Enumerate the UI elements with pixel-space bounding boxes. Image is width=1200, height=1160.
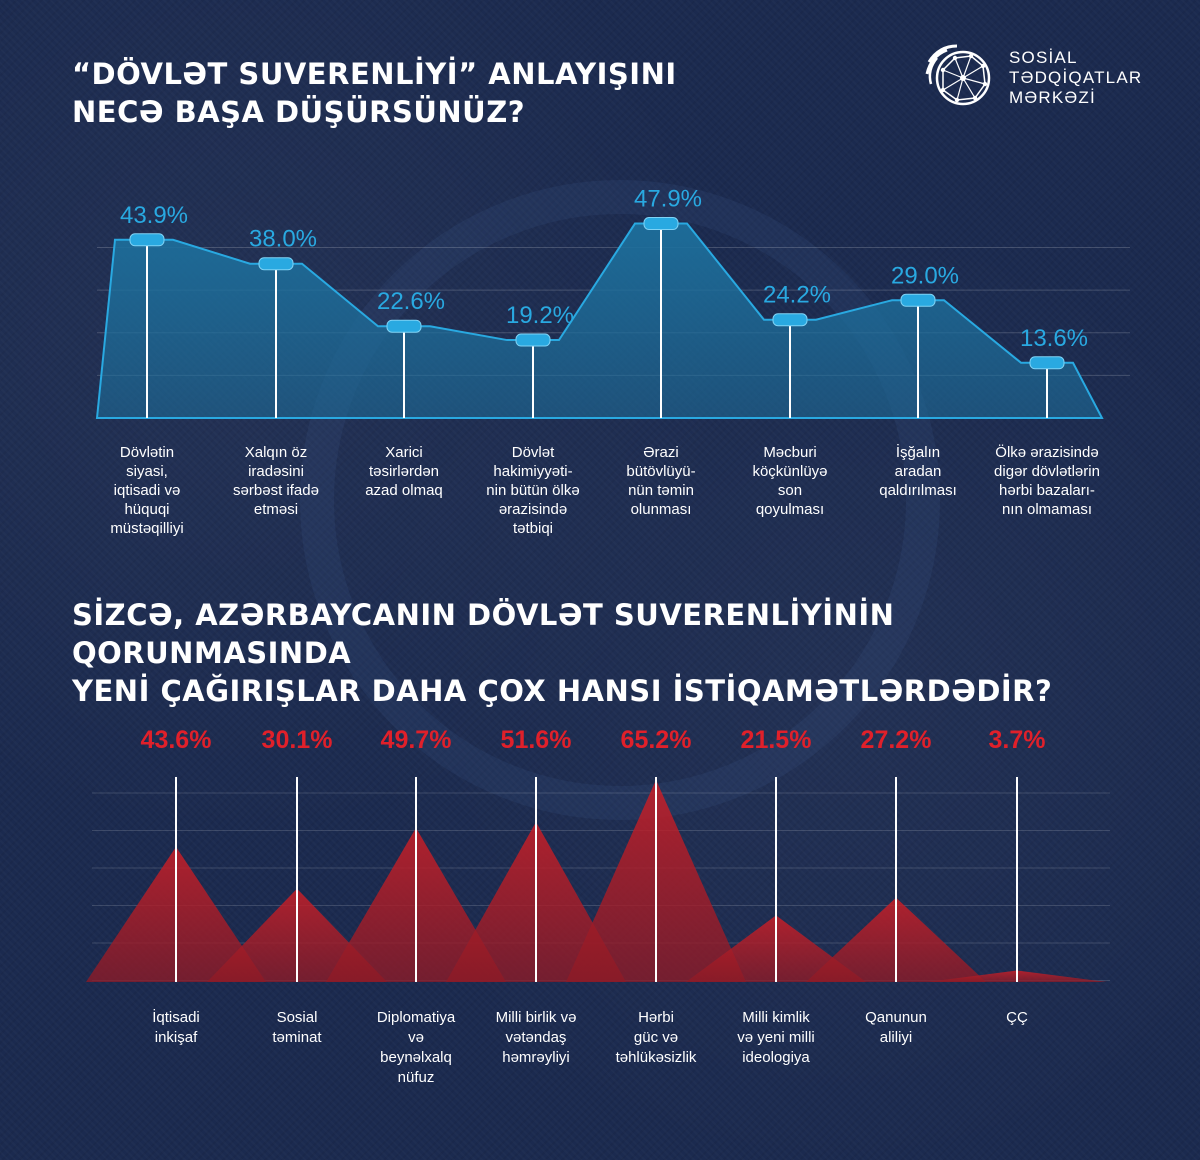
- value-marker: [643, 217, 679, 231]
- chart1-title: “DÖVLƏT SUVERENLİYİ” ANLAYIŞINI NECƏ BAŞ…: [72, 55, 712, 131]
- value-marker: [515, 333, 551, 347]
- category-label: hüquqi: [124, 501, 169, 518]
- value-marker: [900, 293, 936, 307]
- category-label: etməsi: [254, 501, 298, 518]
- category-label: Xalqın öz: [245, 444, 308, 461]
- category-label: nın olmaması: [1002, 501, 1092, 518]
- category-label: nin bütün ölkə: [486, 482, 579, 499]
- category-label: Məcburi: [763, 444, 816, 461]
- category-label: köçkünlüyə: [752, 463, 827, 480]
- category-label: nün təmin: [628, 482, 694, 499]
- value-label: 24.2%: [763, 282, 831, 309]
- category-label: müstəqilliyi: [110, 520, 183, 537]
- chart1-area-chart: 43.9% Dövlətin siyasi, iqtisadi və hüquqi müs…: [95, 186, 1130, 537]
- globe-network-icon: [925, 44, 991, 106]
- value-label: 29.0%: [891, 262, 959, 289]
- category-label: ideologiya: [742, 1049, 810, 1066]
- value-label: 49.7%: [381, 726, 452, 754]
- category-label: və yeni milli: [737, 1029, 815, 1046]
- category-label: Milli birlik və: [496, 1009, 577, 1026]
- category-label: tətbiqi: [513, 520, 553, 537]
- category-label: hərbi bazaları-: [999, 482, 1095, 499]
- category-label: İqtisadi: [152, 1008, 200, 1026]
- category-label: aradan: [895, 463, 942, 480]
- category-label: Ölkə ərazisində: [995, 443, 1098, 461]
- chart2-title: SİZCƏ, AZƏRBAYCANIN DÖVLƏT SUVERENLİYİNİ…: [72, 596, 1152, 710]
- value-label: 13.6%: [1020, 325, 1088, 352]
- category-label: sərbəst ifadə: [233, 482, 319, 499]
- category-label: Qanunun: [865, 1009, 927, 1026]
- value-label: 27.2%: [861, 726, 932, 754]
- category-label: Dövlət: [512, 444, 555, 461]
- category-label: ÇÇ: [1006, 1009, 1028, 1026]
- category-label: Diplomatiya: [377, 1009, 456, 1026]
- category-label: İşğalın: [896, 443, 940, 461]
- category-label: Sosial: [277, 1009, 318, 1026]
- category-label: azad olmaq: [365, 482, 443, 499]
- chart2-title-line1: SİZCƏ, AZƏRBAYCANIN DÖVLƏT SUVERENLİYİNİ…: [72, 598, 895, 670]
- category-label: Dövlətin: [120, 444, 174, 461]
- category-label: siyasi,: [126, 463, 168, 480]
- category-label: güc və: [634, 1029, 678, 1046]
- value-marker: [129, 233, 165, 247]
- value-marker: [386, 319, 422, 333]
- value-label: 47.9%: [634, 186, 702, 213]
- category-label: iradəsini: [248, 463, 304, 480]
- value-label: 43.6%: [141, 726, 212, 754]
- value-label: 21.5%: [741, 726, 812, 754]
- category-label: təsirlərdən: [369, 463, 439, 480]
- category-label: Ərazi: [643, 444, 678, 461]
- category-label: Hərbi: [638, 1009, 674, 1026]
- category-label: Milli kimlik: [742, 1009, 810, 1026]
- category-label: vətəndaş: [506, 1029, 567, 1046]
- chart1-title-line1: “DÖVLƏT SUVERENLİYİ” ANLAYIŞINI: [72, 57, 677, 91]
- category-label: bütövlüyü-: [626, 463, 695, 480]
- category-label: digər dövlətlərin: [994, 463, 1100, 480]
- logo-line2: TƏDQİQATLAR: [1009, 68, 1143, 87]
- logo-text: SOSİAL TƏDQİQATLAR MƏRKƏZİ: [1009, 48, 1142, 108]
- value-label: 3.7%: [989, 726, 1046, 754]
- category-label: qaldırılması: [879, 482, 957, 499]
- value-marker: [1029, 356, 1065, 370]
- category-label: ərazisində: [499, 501, 567, 518]
- category-label: olunması: [631, 501, 692, 518]
- logo: SOSİAL TƏDQİQATLAR MƏRKƏZİ: [925, 40, 1165, 120]
- category-label: iqtisadi və: [114, 482, 181, 499]
- value-marker: [258, 257, 294, 271]
- category-label: nüfuz: [398, 1069, 435, 1086]
- category-label: Xarici: [385, 444, 423, 461]
- value-marker: [772, 313, 808, 327]
- category-label: qoyulması: [756, 501, 824, 518]
- value-label: 38.0%: [249, 226, 317, 253]
- category-label: beynəlxalq: [380, 1049, 452, 1066]
- value-label: 19.2%: [506, 302, 574, 329]
- chart2-title-line2: YENİ ÇAĞIRIŞLAR DAHA ÇOX HANSI İSTİQAMƏT…: [72, 674, 1053, 708]
- value-label: 65.2%: [621, 726, 692, 754]
- logo-line1: SOSİAL: [1009, 48, 1078, 67]
- value-label: 22.6%: [377, 288, 445, 315]
- value-label: 51.6%: [501, 726, 572, 754]
- category-label: təminat: [272, 1029, 322, 1046]
- value-label: 43.9%: [120, 202, 188, 229]
- category-label: inkişaf: [155, 1029, 198, 1046]
- value-label: 30.1%: [262, 726, 333, 754]
- area-series: [95, 222, 1104, 419]
- chart2-peak-chart: 43.6% İqtisadi inkişaf 30.1% Sosial təminat 49…: [86, 726, 1110, 1086]
- logo-line3: MƏRKƏZİ: [1009, 88, 1096, 107]
- category-label: və: [408, 1029, 424, 1046]
- category-label: hakimiyyəti-: [493, 463, 572, 480]
- category-label: son: [778, 482, 802, 499]
- category-label: təhlükəsizlik: [616, 1049, 697, 1066]
- category-label: aliliyi: [880, 1029, 913, 1046]
- chart1-title-line2: NECƏ BAŞA DÜŞÜRSÜNÜZ?: [72, 95, 526, 129]
- category-label: həmrəyliyi: [502, 1049, 570, 1066]
